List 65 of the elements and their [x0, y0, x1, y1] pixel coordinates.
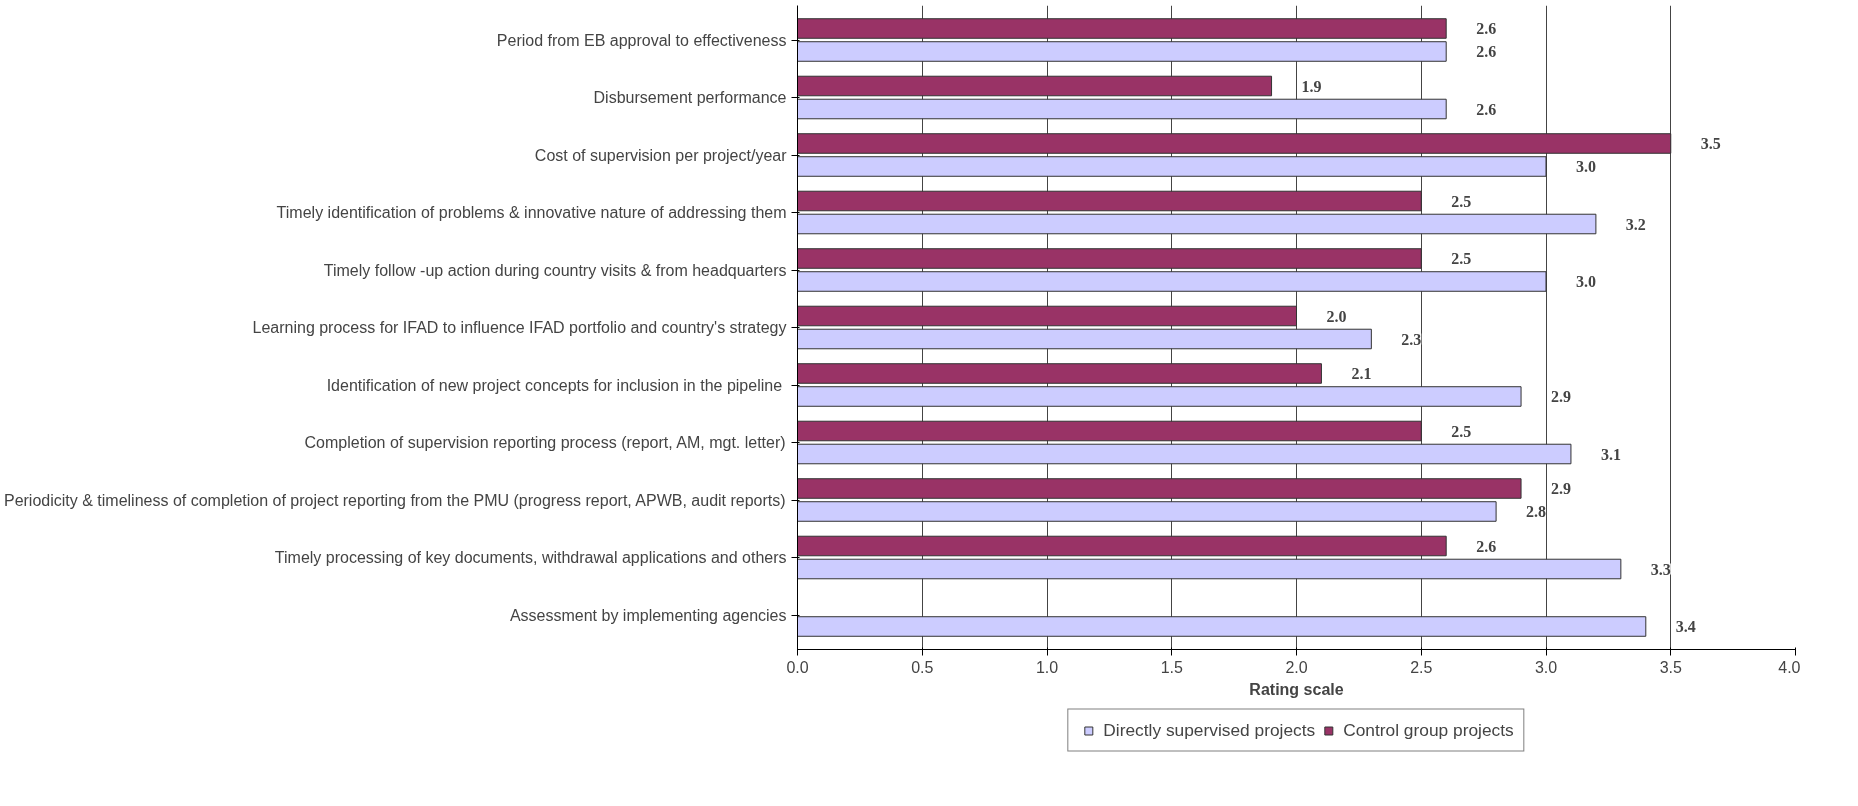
x-tick-label: 3.5 — [1659, 658, 1682, 676]
bar — [797, 213, 1597, 235]
bar — [797, 156, 1547, 177]
bar — [797, 305, 1297, 327]
data-label: 3.1 — [1600, 445, 1621, 463]
y-tick-label: Periodicity & timeliness of completion of project reporting from the PMU (progress report, APWB, audit reports) — [3, 491, 786, 509]
data-label: 2.5 — [1451, 192, 1472, 210]
data-label: 3.5 — [1700, 135, 1721, 152]
bar — [797, 478, 1522, 499]
bar — [797, 443, 1572, 465]
bar — [797, 386, 1522, 407]
data-label: 2.6 — [1476, 100, 1497, 118]
x-tick-label: 1.5 — [1160, 658, 1183, 676]
x-tick-label: 0.0 — [786, 658, 809, 676]
bar — [797, 328, 1372, 350]
data-label: 3.0 — [1575, 273, 1596, 290]
bar — [797, 363, 1322, 384]
data-label: 2.0 — [1326, 307, 1347, 325]
bar — [797, 616, 1647, 637]
x-tick-label: 2.0 — [1285, 658, 1308, 676]
data-label: 2.9 — [1550, 480, 1571, 497]
x-tick-label: 0.5 — [911, 658, 934, 676]
bar — [797, 75, 1273, 97]
bar — [797, 18, 1447, 39]
data-label: 2.5 — [1451, 422, 1472, 440]
y-tick-label: Disbursement performance — [593, 89, 787, 106]
y-tick-label: Learning process for IFAD to influence IFAD portfolio and country's strategy — [252, 319, 787, 336]
bar — [797, 535, 1447, 557]
y-tick-label: Timely follow -up action during country visits & from headquarters — [323, 261, 787, 279]
y-tick-label: Completion of supervision reporting process (report, AM, mgt. letter) — [304, 434, 786, 451]
data-label: 2.6 — [1476, 537, 1497, 555]
y-tick-label: Cost of supervision per project/year — [534, 146, 788, 164]
data-label: 1.9 — [1301, 77, 1322, 95]
data-label: 2.8 — [1526, 503, 1547, 520]
data-label: 2.6 — [1476, 20, 1497, 37]
y-tick-label: Timely identification of problems & innovative nature of addressing them — [276, 204, 787, 221]
data-label: 2.5 — [1451, 250, 1472, 267]
x-axis-title: Rating scale — [1249, 680, 1344, 698]
y-tick-label: Period from EB approval to effectiveness — [496, 31, 787, 49]
legend-label: Control group projects — [1343, 719, 1514, 741]
data-label: 3.4 — [1675, 618, 1696, 635]
bar — [797, 558, 1622, 580]
data-label: 3.2 — [1625, 215, 1646, 233]
x-tick-label: 2.5 — [1410, 658, 1433, 676]
bar — [797, 133, 1672, 154]
legend-label: Directly supervised projects — [1103, 719, 1316, 741]
y-tick-label: Assessment by implementing agencies — [509, 606, 787, 624]
data-label: 2.9 — [1550, 388, 1571, 405]
data-label: 2.6 — [1476, 43, 1497, 60]
x-tick-label: 3.0 — [1534, 658, 1558, 676]
bar — [797, 248, 1422, 269]
data-label: 2.1 — [1351, 365, 1372, 382]
x-tick-label: 4.0 — [1778, 658, 1801, 676]
data-label: 2.3 — [1401, 330, 1422, 348]
bar — [797, 420, 1422, 442]
y-tick-label: Timely processing of key documents, withdrawal applications and others — [274, 549, 787, 566]
bar — [797, 41, 1447, 62]
bar — [797, 501, 1497, 522]
data-label: 3.0 — [1575, 158, 1596, 175]
x-tick-label: 1.0 — [1035, 658, 1059, 676]
bar — [797, 190, 1422, 212]
bar — [797, 271, 1547, 292]
bar — [797, 98, 1447, 120]
y-tick-label: Identification of new project concepts for inclusion in the pipeline — [326, 376, 783, 394]
data-label: 3.3 — [1650, 560, 1671, 578]
